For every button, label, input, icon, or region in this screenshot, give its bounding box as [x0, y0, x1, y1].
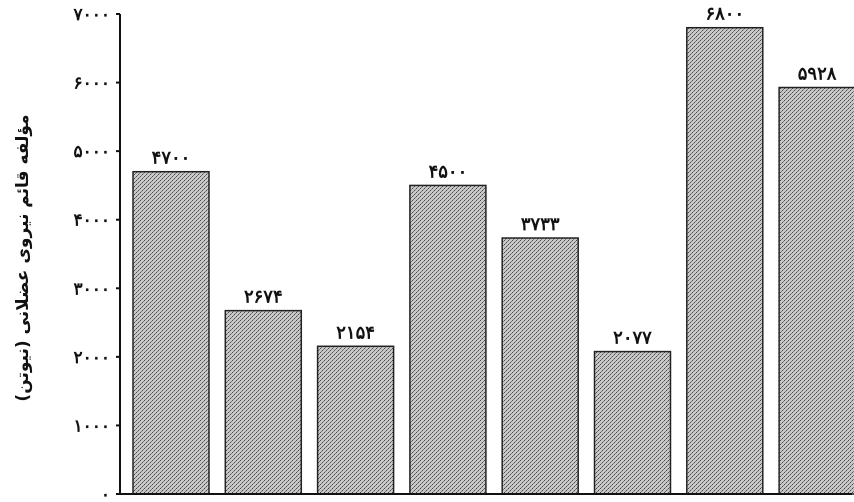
bar [316, 345, 395, 495]
y-tick-label: ۴۰۰۰ [73, 211, 110, 231]
bars [132, 26, 854, 495]
y-tick-label: ۳۰۰۰ [73, 279, 110, 299]
y-tick-label: ۰ [101, 485, 110, 502]
y-axis-title: مؤلفه قائم نیروی عضلانی (نیوتن) [13, 114, 33, 401]
bar [409, 184, 487, 495]
bar-value-label: ۶۸۰۰ [705, 4, 744, 25]
bar [132, 170, 210, 495]
bar-value-label: ۴۵۰۰ [429, 161, 468, 182]
y-axis-ticks: ۰ ۱۰۰۰ ۲۰۰۰ ۳۰۰۰ ۴۰۰۰ ۵۰۰۰ ۶۰۰۰ ۷۰۰۰ [72, 5, 120, 502]
bar-value-label: ۲۶۷۴ [244, 287, 283, 308]
bar-value-label: ۴۷۰۰ [152, 148, 191, 169]
bar-value-label: ۲۰۷۷ [613, 328, 652, 349]
y-tick-label: ۷۰۰۰ [72, 5, 110, 25]
bar-value-label: ۳۷۳۳ [521, 214, 560, 235]
bar [778, 86, 854, 495]
bar [686, 26, 764, 495]
bar [501, 237, 579, 495]
y-tick-label: ۵۰۰۰ [73, 142, 110, 162]
bar [593, 350, 672, 495]
bar [224, 309, 303, 495]
y-tick-label: ۶۰۰۰ [73, 74, 110, 94]
y-tick-label: ۲۰۰۰ [73, 348, 110, 368]
data-labels: ۴۷۰۰ ۲۶۷۴ ۲۱۵۴ ۴۵۰۰ ۳۷۳۳ ۲۰۷۷ ۶۸۰۰ ۵۹۲۸ [152, 4, 837, 349]
bar-value-label: ۵۹۲۸ [798, 64, 837, 85]
bar-value-label: ۲۱۵۴ [336, 322, 375, 343]
y-tick-label: ۱۰۰۰ [73, 416, 110, 436]
